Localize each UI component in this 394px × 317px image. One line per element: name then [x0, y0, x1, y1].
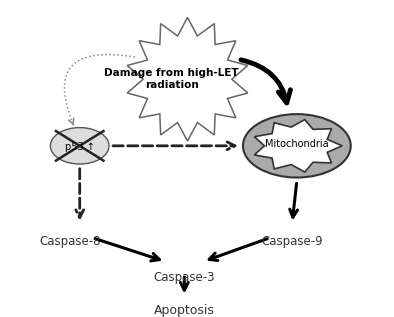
Text: Caspase-3: Caspase-3 — [154, 271, 215, 284]
Ellipse shape — [50, 127, 109, 164]
Polygon shape — [127, 17, 248, 141]
Polygon shape — [254, 120, 342, 172]
Text: Caspase-8: Caspase-8 — [39, 235, 101, 248]
Text: Mitochondria: Mitochondria — [265, 139, 329, 149]
Ellipse shape — [243, 114, 351, 178]
Text: p53 ↑: p53 ↑ — [65, 142, 95, 152]
Text: Apoptosis: Apoptosis — [154, 304, 215, 317]
Text: Damage from high-LET
radiation: Damage from high-LET radiation — [104, 68, 239, 90]
Text: Caspase-9: Caspase-9 — [261, 235, 323, 248]
